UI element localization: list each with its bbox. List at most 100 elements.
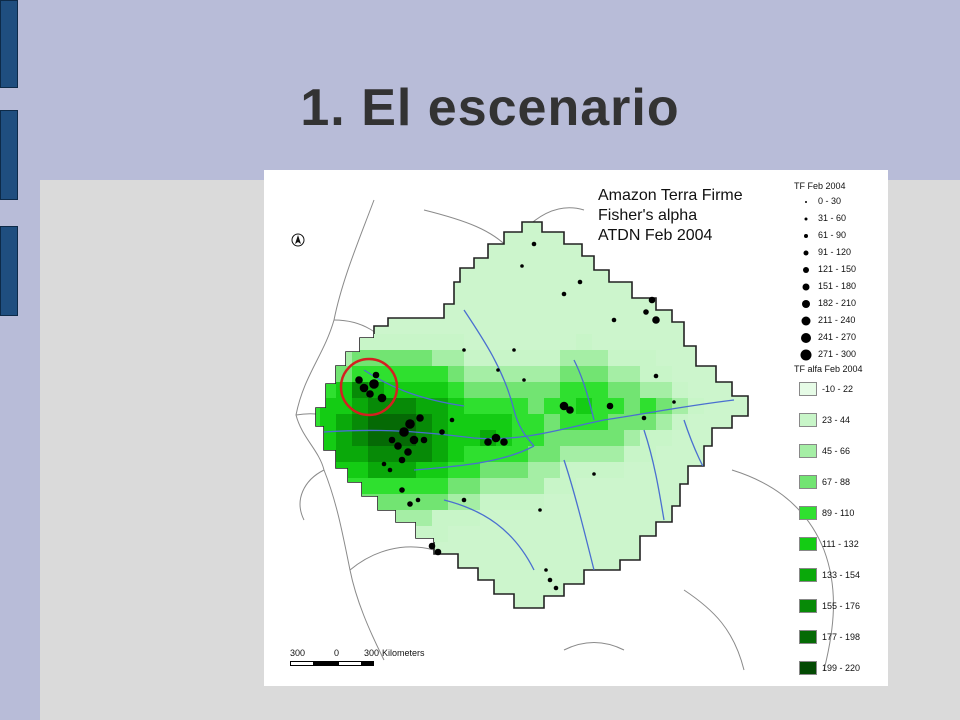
plot-dot — [404, 448, 412, 456]
heat-cell — [336, 462, 352, 478]
heat-cell — [656, 382, 672, 398]
heat-cell — [480, 398, 496, 414]
heat-cell — [316, 398, 320, 414]
plot-dot — [420, 436, 428, 444]
heat-cell — [640, 398, 656, 414]
legend-dot-symbol — [801, 332, 811, 343]
heat-cell — [416, 462, 432, 478]
heat-cell — [512, 478, 528, 494]
map-title-line: ATDN Feb 2004 — [598, 227, 713, 244]
heat-cell — [528, 350, 544, 366]
heat-cell — [528, 446, 544, 462]
heat-cell — [416, 366, 432, 382]
legend-alpha-label: 199 - 220 — [822, 663, 861, 673]
legend-alpha-label: 67 - 88 — [822, 477, 851, 487]
heat-cell — [544, 430, 560, 446]
heat-cell — [512, 382, 528, 398]
heat-cell — [368, 462, 384, 478]
heat-cell — [624, 414, 640, 430]
legend-alpha-label: 111 - 132 — [822, 539, 859, 549]
heat-cell — [656, 430, 672, 446]
plot-dot — [407, 501, 413, 507]
heat-cell — [480, 478, 496, 494]
heat-cell — [592, 414, 608, 430]
plot-dot — [496, 368, 500, 372]
heat-cell — [400, 398, 416, 414]
legend-plot-label: 61 - 90 — [818, 230, 847, 240]
heat-cell — [496, 478, 512, 494]
heat-cell — [624, 430, 640, 446]
heat-cell — [512, 446, 528, 462]
legend-alpha-label: 133 - 154 — [822, 570, 861, 580]
legend-color-swatch — [799, 661, 817, 675]
heat-cell — [448, 510, 464, 526]
heat-cell — [608, 382, 624, 398]
heat-cell — [400, 526, 416, 542]
scale-segment — [338, 661, 362, 666]
heat-cell — [448, 446, 464, 462]
heat-cell — [384, 350, 400, 366]
heat-cell — [480, 366, 496, 382]
plot-dot — [398, 456, 406, 464]
heat-cell — [528, 478, 544, 494]
plot-dot — [653, 373, 659, 379]
legend-alpha-label: 177 - 198 — [822, 632, 861, 642]
heat-cell — [448, 494, 464, 510]
plot-dot — [547, 577, 553, 583]
heat-cell — [416, 510, 432, 526]
heat-cell — [576, 350, 592, 366]
plot-dot — [461, 497, 467, 503]
heat-cell — [608, 350, 624, 366]
heat-cell — [336, 478, 352, 494]
heat-cell — [432, 478, 448, 494]
heat-cell — [464, 478, 480, 494]
legend-plot-row: 271 - 300 — [794, 346, 886, 363]
heat-cell — [448, 430, 464, 446]
heat-cell — [416, 398, 432, 414]
legend-alpha-row: -10 - 22 — [794, 376, 886, 407]
plot-dot — [512, 348, 516, 352]
legend-plot-label: 151 - 180 — [818, 281, 857, 291]
legend-plot-row: 151 - 180 — [794, 278, 886, 295]
heat-cell — [480, 382, 496, 398]
plot-dot — [606, 402, 614, 410]
legend-plot-row: 61 - 90 — [794, 227, 886, 244]
legend-color-swatch — [799, 413, 817, 427]
legend-color-swatch — [799, 537, 817, 551]
heat-cell — [480, 494, 496, 510]
plot-dot — [611, 317, 617, 323]
legend-plot-row: 121 - 150 — [794, 261, 886, 278]
heat-cell — [416, 446, 432, 462]
plot-dot — [672, 400, 676, 404]
plot-dot — [439, 429, 445, 435]
heat-cell — [528, 494, 544, 510]
heat-cell — [448, 350, 464, 366]
legend-dot-symbol — [803, 266, 809, 273]
plot-dot — [381, 461, 387, 467]
legend-plot-label: 241 - 270 — [818, 332, 857, 342]
heat-cell — [336, 510, 352, 526]
heat-cell — [576, 366, 592, 382]
amazon-map — [291, 199, 834, 671]
heat-cell — [576, 446, 592, 462]
heat-cell — [320, 350, 336, 366]
heat-cell — [320, 398, 336, 414]
heat-cell — [400, 494, 416, 510]
legend-alpha-label: 89 - 110 — [822, 508, 855, 518]
plot-dot — [416, 414, 424, 422]
heat-cell — [544, 350, 560, 366]
heat-cell — [544, 446, 560, 462]
heat-cell — [320, 414, 336, 430]
heat-cell — [656, 414, 672, 430]
legend-plot-label: 182 - 210 — [818, 298, 857, 308]
legend-plot-row: 182 - 210 — [794, 295, 886, 312]
legend-alpha-row: 177 - 198 — [794, 624, 886, 655]
heat-cell — [464, 414, 480, 430]
heat-cell — [352, 414, 368, 430]
legend-plot-label: 121 - 150 — [818, 264, 857, 274]
heat-cell — [528, 382, 544, 398]
plot-dot — [372, 371, 380, 379]
heat-cell — [432, 510, 448, 526]
heat-cell — [416, 478, 432, 494]
legend-plot-row: 211 - 240 — [794, 312, 886, 329]
